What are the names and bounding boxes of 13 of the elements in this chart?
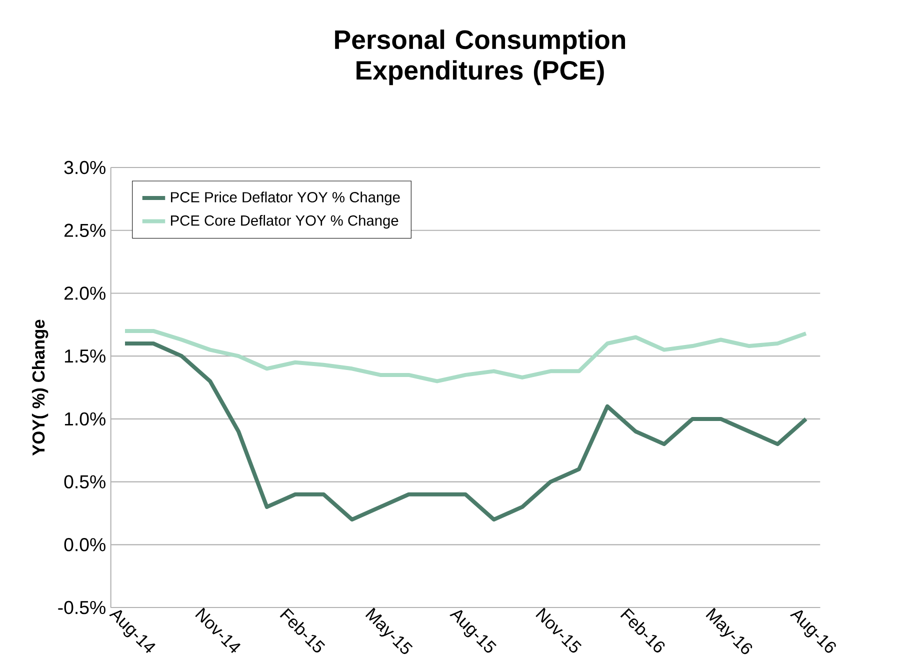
- y-tick-label: 0.5%: [64, 475, 106, 488]
- y-tick-label: -0.5%: [58, 600, 106, 614]
- legend-label: PCE Price Deflator YOY % Change: [171, 192, 400, 206]
- y-tick-label: 2.5%: [64, 224, 106, 238]
- y-axis-title: YOY( %) Change: [32, 320, 48, 456]
- y-tick-label: 2.0%: [64, 286, 106, 300]
- line-series: [123, 328, 808, 384]
- legend-label: PCE Core Deflator YOY % Change: [171, 214, 398, 229]
- y-tick-label: 1.5%: [64, 350, 106, 363]
- chart-title: Personal Consumption Expenditures (PCE): [335, 30, 626, 86]
- y-tick-label: 1.0%: [64, 412, 106, 426]
- y-tick-label: 3.0%: [64, 160, 106, 174]
- y-tick-label: 0.0%: [64, 538, 106, 552]
